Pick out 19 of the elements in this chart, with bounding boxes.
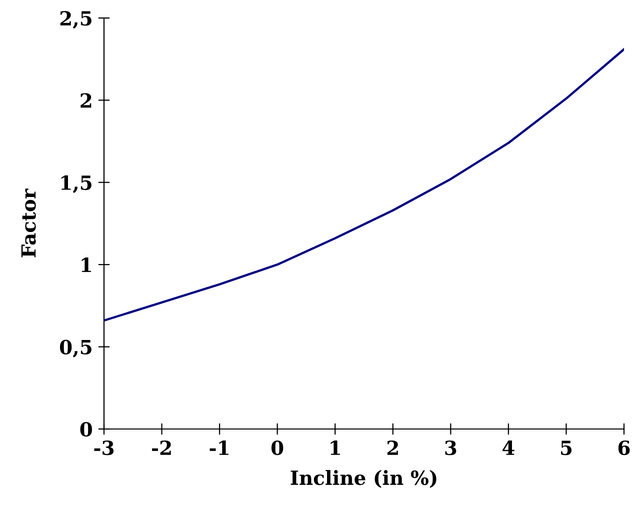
x-axis-title: Incline (in %) [290, 470, 436, 488]
y-tick-label: 2 [80, 93, 92, 108]
x-tick-label: 2 [387, 440, 398, 455]
y-tick-label: 2,5 [60, 10, 92, 29]
x-tick-label: 0 [271, 440, 284, 456]
line-series [104, 48, 624, 322]
x-tick-label: 1 [330, 440, 340, 455]
x-tick-label: 4 [502, 440, 514, 455]
x-tick-label: -2 [152, 440, 171, 455]
x-tick-label: -3 [94, 440, 114, 456]
y-tick-label: 0 [80, 422, 92, 437]
x-tick-label: 3 [445, 440, 456, 456]
x-tick-label: 6 [618, 440, 630, 456]
y-axis-title: Factor [21, 188, 36, 258]
x-tick-label: 5 [561, 440, 572, 456]
y-tick-label: 1 [82, 258, 91, 272]
x-tick-label: -1 [210, 440, 228, 455]
y-tick-label: 0,5 [60, 340, 92, 358]
y-tick-label: 1,5 [61, 175, 92, 193]
